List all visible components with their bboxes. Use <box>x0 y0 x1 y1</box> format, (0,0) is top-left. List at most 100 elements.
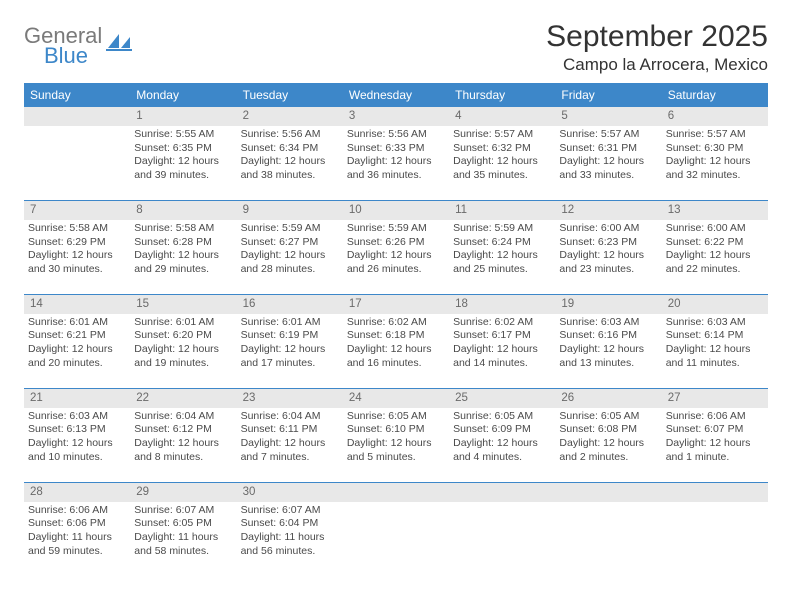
day-number: 27 <box>662 389 768 408</box>
calendar-cell: 12Sunrise: 6:00 AMSunset: 6:23 PMDayligh… <box>555 200 661 294</box>
sunset-text: Sunset: 6:18 PM <box>347 329 445 343</box>
calendar-cell <box>449 482 555 575</box>
day-body-empty <box>24 126 130 200</box>
calendar-cell: 25Sunrise: 6:05 AMSunset: 6:09 PMDayligh… <box>449 388 555 482</box>
day-body-empty <box>449 502 555 576</box>
sunrise-text: Sunrise: 5:59 AM <box>347 222 445 236</box>
calendar-week-row: 21Sunrise: 6:03 AMSunset: 6:13 PMDayligh… <box>24 388 768 482</box>
day-body: Sunrise: 5:55 AMSunset: 6:35 PMDaylight:… <box>130 126 236 200</box>
day-body: Sunrise: 6:05 AMSunset: 6:08 PMDaylight:… <box>555 408 661 482</box>
calendar-cell: 8Sunrise: 5:58 AMSunset: 6:28 PMDaylight… <box>130 200 236 294</box>
sunset-text: Sunset: 6:27 PM <box>241 236 339 250</box>
sunset-text: Sunset: 6:14 PM <box>666 329 764 343</box>
daylight-text: Daylight: 12 hours and 5 minutes. <box>347 437 445 464</box>
sunrise-text: Sunrise: 6:00 AM <box>559 222 657 236</box>
calendar-body: 1Sunrise: 5:55 AMSunset: 6:35 PMDaylight… <box>24 107 768 576</box>
brand-text: General Blue <box>24 26 102 66</box>
calendar-table: Sunday Monday Tuesday Wednesday Thursday… <box>24 83 768 576</box>
calendar-cell: 27Sunrise: 6:06 AMSunset: 6:07 PMDayligh… <box>662 388 768 482</box>
calendar-cell: 30Sunrise: 6:07 AMSunset: 6:04 PMDayligh… <box>237 482 343 575</box>
calendar-cell: 26Sunrise: 6:05 AMSunset: 6:08 PMDayligh… <box>555 388 661 482</box>
daylight-text: Daylight: 12 hours and 1 minute. <box>666 437 764 464</box>
day-number: 8 <box>130 201 236 220</box>
day-body: Sunrise: 6:00 AMSunset: 6:22 PMDaylight:… <box>662 220 768 294</box>
day-number: 25 <box>449 389 555 408</box>
sunset-text: Sunset: 6:24 PM <box>453 236 551 250</box>
calendar-cell: 9Sunrise: 5:59 AMSunset: 6:27 PMDaylight… <box>237 200 343 294</box>
daylight-text: Daylight: 12 hours and 7 minutes. <box>241 437 339 464</box>
sunrise-text: Sunrise: 6:05 AM <box>347 410 445 424</box>
calendar-cell: 19Sunrise: 6:03 AMSunset: 6:16 PMDayligh… <box>555 294 661 388</box>
day-body: Sunrise: 5:56 AMSunset: 6:33 PMDaylight:… <box>343 126 449 200</box>
calendar-cell: 14Sunrise: 6:01 AMSunset: 6:21 PMDayligh… <box>24 294 130 388</box>
day-number-empty <box>449 483 555 502</box>
calendar-cell: 17Sunrise: 6:02 AMSunset: 6:18 PMDayligh… <box>343 294 449 388</box>
month-title: September 2025 <box>546 20 768 53</box>
calendar-cell: 21Sunrise: 6:03 AMSunset: 6:13 PMDayligh… <box>24 388 130 482</box>
daylight-text: Daylight: 12 hours and 39 minutes. <box>134 155 232 182</box>
calendar-cell: 4Sunrise: 5:57 AMSunset: 6:32 PMDaylight… <box>449 107 555 201</box>
day-body-empty <box>662 502 768 576</box>
sunrise-text: Sunrise: 6:07 AM <box>241 504 339 518</box>
calendar-cell: 13Sunrise: 6:00 AMSunset: 6:22 PMDayligh… <box>662 200 768 294</box>
day-number: 2 <box>237 107 343 126</box>
sunset-text: Sunset: 6:23 PM <box>559 236 657 250</box>
calendar-cell: 18Sunrise: 6:02 AMSunset: 6:17 PMDayligh… <box>449 294 555 388</box>
daylight-text: Daylight: 11 hours and 59 minutes. <box>28 531 126 558</box>
day-body: Sunrise: 6:01 AMSunset: 6:20 PMDaylight:… <box>130 314 236 388</box>
sunrise-text: Sunrise: 5:58 AM <box>134 222 232 236</box>
sunrise-text: Sunrise: 6:01 AM <box>241 316 339 330</box>
daylight-text: Daylight: 12 hours and 32 minutes. <box>666 155 764 182</box>
sunset-text: Sunset: 6:04 PM <box>241 517 339 531</box>
daylight-text: Daylight: 12 hours and 2 minutes. <box>559 437 657 464</box>
sunrise-text: Sunrise: 6:04 AM <box>241 410 339 424</box>
day-number: 20 <box>662 295 768 314</box>
sunrise-text: Sunrise: 6:07 AM <box>134 504 232 518</box>
sunset-text: Sunset: 6:30 PM <box>666 142 764 156</box>
sunset-text: Sunset: 6:06 PM <box>28 517 126 531</box>
calendar-cell: 1Sunrise: 5:55 AMSunset: 6:35 PMDaylight… <box>130 107 236 201</box>
sunset-text: Sunset: 6:22 PM <box>666 236 764 250</box>
brand-line2: Blue <box>24 46 102 66</box>
col-monday: Monday <box>130 84 236 107</box>
calendar-cell: 7Sunrise: 5:58 AMSunset: 6:29 PMDaylight… <box>24 200 130 294</box>
daylight-text: Daylight: 12 hours and 11 minutes. <box>666 343 764 370</box>
col-sunday: Sunday <box>24 84 130 107</box>
calendar-week-row: 7Sunrise: 5:58 AMSunset: 6:29 PMDaylight… <box>24 200 768 294</box>
day-body-empty <box>343 502 449 576</box>
sunset-text: Sunset: 6:26 PM <box>347 236 445 250</box>
calendar-cell: 29Sunrise: 6:07 AMSunset: 6:05 PMDayligh… <box>130 482 236 575</box>
col-wednesday: Wednesday <box>343 84 449 107</box>
calendar-cell <box>662 482 768 575</box>
day-body: Sunrise: 6:03 AMSunset: 6:13 PMDaylight:… <box>24 408 130 482</box>
day-number-empty <box>662 483 768 502</box>
day-body: Sunrise: 5:59 AMSunset: 6:26 PMDaylight:… <box>343 220 449 294</box>
day-body: Sunrise: 5:56 AMSunset: 6:34 PMDaylight:… <box>237 126 343 200</box>
sunset-text: Sunset: 6:08 PM <box>559 423 657 437</box>
daylight-text: Daylight: 12 hours and 17 minutes. <box>241 343 339 370</box>
daylight-text: Daylight: 12 hours and 19 minutes. <box>134 343 232 370</box>
calendar-cell <box>24 107 130 201</box>
day-body: Sunrise: 6:05 AMSunset: 6:09 PMDaylight:… <box>449 408 555 482</box>
sunset-text: Sunset: 6:29 PM <box>28 236 126 250</box>
calendar-cell: 23Sunrise: 6:04 AMSunset: 6:11 PMDayligh… <box>237 388 343 482</box>
calendar-week-row: 1Sunrise: 5:55 AMSunset: 6:35 PMDaylight… <box>24 107 768 201</box>
sunset-text: Sunset: 6:10 PM <box>347 423 445 437</box>
sunrise-text: Sunrise: 5:57 AM <box>559 128 657 142</box>
day-body: Sunrise: 6:00 AMSunset: 6:23 PMDaylight:… <box>555 220 661 294</box>
day-number: 1 <box>130 107 236 126</box>
daylight-text: Daylight: 12 hours and 4 minutes. <box>453 437 551 464</box>
daylight-text: Daylight: 12 hours and 33 minutes. <box>559 155 657 182</box>
day-number: 18 <box>449 295 555 314</box>
sunset-text: Sunset: 6:17 PM <box>453 329 551 343</box>
daylight-text: Daylight: 11 hours and 58 minutes. <box>134 531 232 558</box>
sunrise-text: Sunrise: 6:01 AM <box>134 316 232 330</box>
calendar-cell <box>555 482 661 575</box>
sunrise-text: Sunrise: 6:04 AM <box>134 410 232 424</box>
day-number: 24 <box>343 389 449 408</box>
day-body: Sunrise: 5:57 AMSunset: 6:32 PMDaylight:… <box>449 126 555 200</box>
day-body: Sunrise: 6:04 AMSunset: 6:12 PMDaylight:… <box>130 408 236 482</box>
sunrise-text: Sunrise: 5:59 AM <box>453 222 551 236</box>
daylight-text: Daylight: 12 hours and 30 minutes. <box>28 249 126 276</box>
day-body: Sunrise: 5:57 AMSunset: 6:30 PMDaylight:… <box>662 126 768 200</box>
